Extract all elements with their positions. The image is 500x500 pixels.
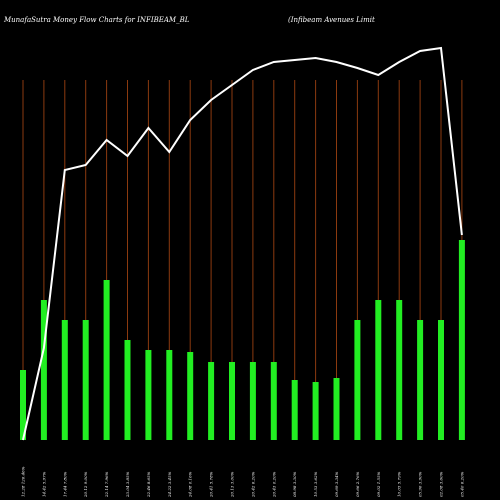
- x-tick-label: 12.28 126.46%: [21, 466, 26, 497]
- bar: [40, 300, 47, 440]
- x-tick-label: 20.12 9.00%: [83, 471, 88, 498]
- bar: [249, 362, 256, 440]
- x-tick-label: 14.42 5.97%: [41, 471, 46, 497]
- x-tick-label: 09.02 1.55%: [376, 471, 381, 497]
- bar: [312, 382, 319, 440]
- bar: [396, 300, 403, 440]
- bar: [145, 350, 152, 440]
- bar: [333, 378, 340, 440]
- bar: [61, 320, 68, 440]
- x-tick-labels: 12.28 126.46% 14.42 5.97% 17.44 7.80% 20.12…: [21, 466, 465, 498]
- x-tick-label: 22.46 8.65%: [146, 471, 151, 498]
- x-tick-label: 23.04 3.85%: [125, 471, 130, 498]
- x-tick-label: 24.08 0.16%: [188, 471, 193, 498]
- x-tick-label: 08.98 3.30%: [292, 471, 297, 497]
- x-tick-label: 20.42 6.20%: [250, 471, 255, 498]
- x-tick-label: 09.69 3.34%: [334, 471, 339, 497]
- bar: [229, 362, 235, 440]
- x-tick-label: 20.43 0.20%: [271, 471, 276, 498]
- chart-subtitle: (Infibeam Avenues Limit: [288, 16, 375, 24]
- bar: [187, 352, 194, 440]
- bar: [208, 362, 215, 440]
- x-tick-label: 09.66 2.76%: [355, 471, 360, 497]
- bar: [124, 340, 131, 440]
- bar: [354, 320, 361, 440]
- chart-title: MunafaSutra Money Flow Charts for INFIBE…: [3, 16, 190, 24]
- x-tick-label: 20.13 3.00%: [230, 471, 235, 498]
- x-tick-label: 05.96 3.90%: [418, 471, 423, 497]
- bar: [103, 280, 110, 440]
- bar: [270, 362, 277, 440]
- x-tick-label: 10.53 3.62%: [313, 471, 318, 497]
- x-tick-label: 24.22 3.45%: [167, 471, 172, 498]
- bar: [458, 240, 465, 440]
- bar: [291, 380, 298, 440]
- x-tick-label: 10.05 5.79%: [397, 471, 402, 497]
- x-tick-label: 05.40 6.20%: [459, 471, 464, 497]
- price-line: [22, 46, 463, 441]
- bar: [438, 320, 444, 440]
- x-tick-label: 22.14 7.96%: [104, 471, 109, 498]
- bar: [166, 350, 173, 440]
- bar: [417, 320, 424, 440]
- x-tick-label: 17.44 7.80%: [62, 471, 67, 497]
- x-tick-label: 02.08 3.60%: [439, 471, 444, 497]
- bar: [82, 320, 89, 440]
- x-tick-label: 20.41 5.78%: [209, 471, 214, 498]
- bars: [20, 240, 465, 440]
- grid-lines: [22, 80, 463, 440]
- bar: [375, 300, 382, 440]
- bar: [20, 370, 26, 440]
